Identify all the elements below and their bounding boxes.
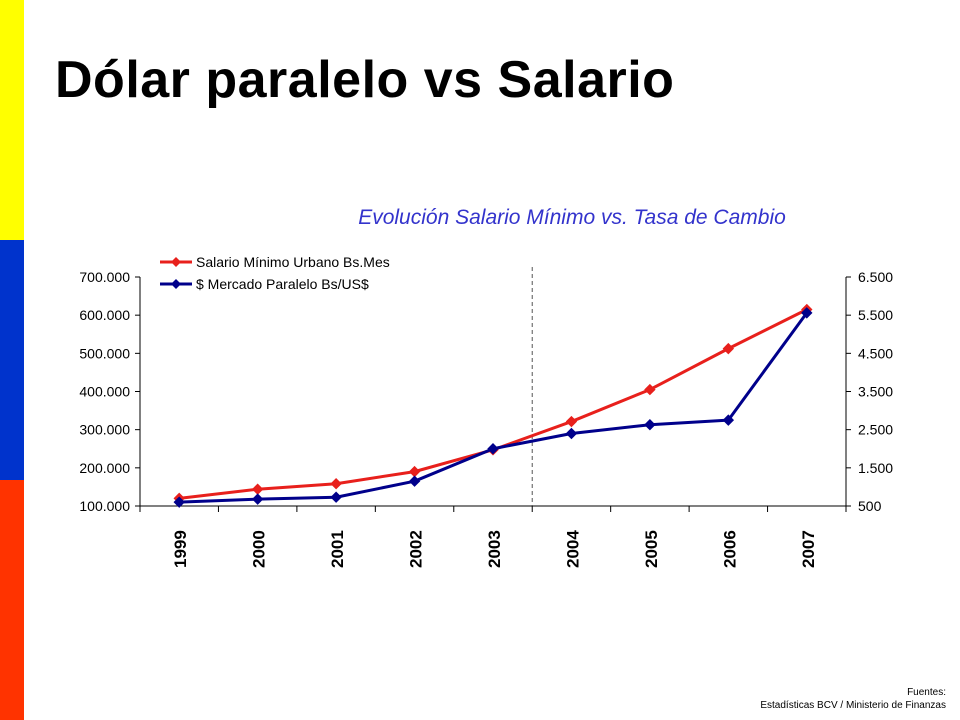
sources-note: Fuentes: Estadísticas BCV / Ministerio d… — [760, 686, 946, 712]
series-2-point — [173, 496, 185, 508]
x-axis-tick-label: 1999 — [171, 530, 190, 568]
left-axis-tick-label: 100.000 — [79, 498, 130, 514]
series-1-point — [330, 478, 342, 490]
right-axis-tick-label: 3.500 — [858, 384, 893, 400]
series-line-2 — [179, 311, 808, 504]
flag-stripe-blue — [0, 240, 24, 480]
x-axis-tick-label: 2006 — [720, 530, 739, 568]
series-1-point — [722, 342, 735, 355]
series-1-point — [565, 415, 578, 428]
page-title: Dólar paralelo vs Salario — [55, 51, 675, 109]
x-axis-tick-label: 2007 — [799, 530, 818, 568]
x-axis-tick-label: 2003 — [485, 530, 504, 568]
series-1-point — [408, 465, 421, 478]
legend-swatch-marker — [171, 257, 181, 267]
legend-label: Salario Mínimo Urbano Bs.Mes — [196, 254, 390, 270]
sources-label: Fuentes: — [907, 687, 946, 698]
series-1-point — [251, 483, 264, 495]
series-line-1 — [179, 308, 808, 500]
flag-stripe-yellow — [0, 0, 24, 240]
left-axis-tick-label: 300.000 — [79, 422, 130, 438]
series-1-point — [644, 383, 656, 396]
x-axis-tick-label: 2000 — [250, 530, 269, 568]
left-axis-tick-label: 600.000 — [79, 307, 130, 323]
series-2-point — [801, 307, 813, 319]
left-axis-tick-label: 700.000 — [79, 269, 130, 285]
series-2-point — [722, 414, 735, 426]
right-axis-tick-label: 6.500 — [858, 269, 893, 285]
right-axis-tick-label: 4.500 — [858, 345, 893, 361]
series-2-point — [487, 443, 499, 455]
right-axis-tick-label: 5.500 — [858, 307, 893, 323]
series-2-point — [644, 418, 656, 431]
x-axis-tick-label: 2001 — [328, 530, 347, 568]
series-2-point — [330, 491, 342, 503]
legend-label: $ Mercado Paralelo Bs/US$ — [196, 276, 369, 292]
x-axis-tick-label: 2005 — [642, 530, 661, 568]
left-axis-tick-label: 400.000 — [79, 384, 130, 400]
left-axis-tick-label: 500.000 — [79, 345, 130, 361]
series-2-point — [408, 475, 421, 487]
series-2-point — [251, 493, 264, 505]
right-axis-tick-label: 500 — [858, 498, 882, 514]
x-axis-tick-label: 2002 — [407, 530, 426, 568]
right-axis-tick-label: 1.500 — [858, 460, 893, 476]
left-axis-tick-label: 200.000 — [79, 460, 130, 476]
chart-title: Evolución Salario Mínimo vs. Tasa de Cam… — [358, 206, 786, 229]
sources-text: Estadísticas BCV / Ministerio de Finanza… — [760, 700, 946, 711]
x-axis-tick-label: 2004 — [563, 530, 582, 568]
series-2-point — [565, 427, 578, 440]
right-axis-tick-label: 2.500 — [858, 422, 893, 438]
flag-stripe-red — [0, 480, 24, 720]
legend-swatch-marker — [171, 279, 181, 289]
